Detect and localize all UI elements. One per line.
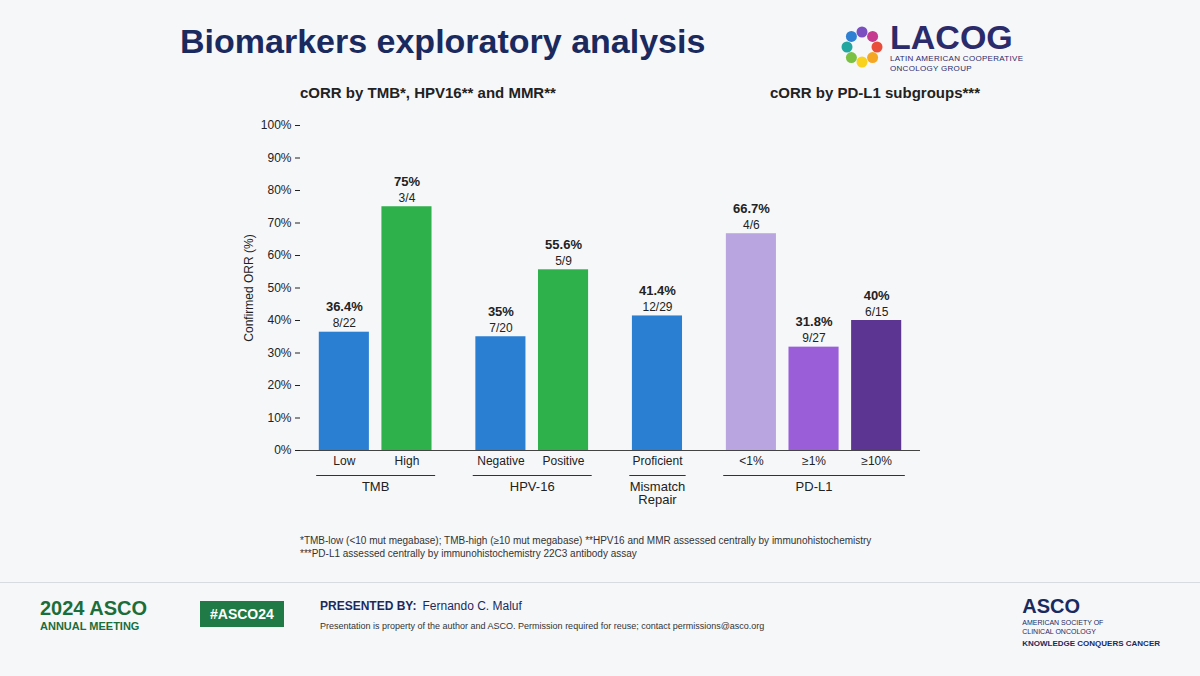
svg-text:12/29: 12/29 [642,300,672,314]
svg-text:TMB: TMB [362,479,389,494]
svg-text:20%: 20% [267,378,291,392]
svg-text:55.6%: 55.6% [545,237,582,252]
svg-text:41.4%: 41.4% [639,283,676,298]
html-text:***PD-L1 assessed centrally by: ***PD-L1 assessed centrally by immunohis… [300,548,637,559]
html-text:KNOWLEDGE CONQUERS CANCER: KNOWLEDGE CONQUERS CANCER [1022,639,1160,648]
svg-text:≥1%: ≥1% [802,454,826,468]
svg-text:Proficient: Proficient [632,454,683,468]
svg-text:40%: 40% [864,288,890,303]
svg-text:50%: 50% [267,281,291,295]
svg-text:90%: 90% [267,151,291,165]
html-text:ANNUAL MEETING: ANNUAL MEETING [40,620,140,632]
html-text:cORR by PD-L1 subgroups***: cORR by PD-L1 subgroups*** [770,84,980,101]
svg-text:MismatchRepair: MismatchRepair [630,479,686,507]
svg-text:HPV-16: HPV-16 [510,479,555,494]
svg-text:40%: 40% [267,313,291,327]
svg-text:≥10%: ≥10% [861,454,892,468]
html-text:LATIN AMERICAN COOPERATIVE ONC: LATIN AMERICAN COOPERATIVE ONCOLOGY GROU… [890,54,1024,73]
svg-text:60%: 60% [267,248,291,262]
svg-text:66.7%: 66.7% [733,201,770,216]
svg-text:<1%: <1% [739,454,764,468]
svg-text:High: High [395,454,420,468]
html-text:*TMB-low (<10 mut megabase); T: *TMB-low (<10 mut megabase); TMB-high (≥… [300,535,872,546]
svg-text:4/6: 4/6 [743,218,760,232]
svg-text:75%: 75% [394,174,420,189]
html-text:Biomarkers exploratory analysi: Biomarkers exploratory analysis [180,22,706,60]
svg-text:31.8%: 31.8% [796,314,833,329]
svg-text:Negative: Negative [477,454,525,468]
svg-text:8/22: 8/22 [333,316,357,330]
html-text:#ASCO24: #ASCO24 [210,606,274,622]
html-text:2024 ASCO: 2024 ASCO [40,597,148,619]
svg-text:35%: 35% [488,304,514,319]
html-text:ASCO: ASCO [1022,595,1080,617]
html-text:cORR by TMB*, HPV16** and MMR*: cORR by TMB*, HPV16** and MMR** [300,84,556,101]
svg-text:80%: 80% [267,183,291,197]
svg-text:9/27: 9/27 [802,331,826,345]
svg-text:0%: 0% [274,443,292,457]
svg-text:Low: Low [333,454,355,468]
html-text:AMERICAN SOCIETY OF CLINICAL O: AMERICAN SOCIETY OF CLINICAL ONCOLOGY [1022,619,1104,635]
svg-text:3/4: 3/4 [399,191,416,205]
svg-text:100%: 100% [261,118,292,132]
html-text:PRESENTED BY:: PRESENTED BY: [320,599,417,613]
svg-text:6/15: 6/15 [865,305,889,319]
svg-text:30%: 30% [267,346,291,360]
svg-text:5/9: 5/9 [555,254,572,268]
svg-text:70%: 70% [267,216,291,230]
svg-text:Positive: Positive [543,454,585,468]
svg-text:7/20: 7/20 [489,321,513,335]
svg-text:Confirmed ORR (%): Confirmed ORR (%) [242,234,256,341]
html-text:Fernando C. Maluf: Fernando C. Maluf [422,599,522,613]
svg-text:10%: 10% [267,411,291,425]
svg-text:PD-L1: PD-L1 [796,479,833,494]
svg-text:36.4%: 36.4% [326,299,363,314]
html-text:LACOG: LACOG [890,18,1013,56]
html-text:Presentation is property of th: Presentation is property of the author a… [320,621,765,631]
